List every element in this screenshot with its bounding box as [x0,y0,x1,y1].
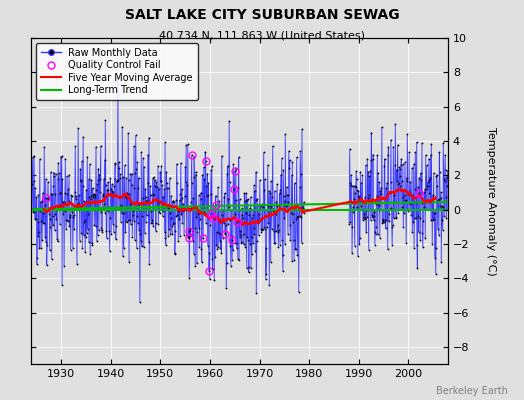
Text: 40.734 N, 111.863 W (United States): 40.734 N, 111.863 W (United States) [159,30,365,40]
Text: Berkeley Earth: Berkeley Earth [436,386,508,396]
Y-axis label: Temperature Anomaly (°C): Temperature Anomaly (°C) [486,127,496,275]
Text: SALT LAKE CITY SUBURBAN SEWAG: SALT LAKE CITY SUBURBAN SEWAG [125,8,399,22]
Legend: Raw Monthly Data, Quality Control Fail, Five Year Moving Average, Long-Term Tren: Raw Monthly Data, Quality Control Fail, … [36,43,198,100]
